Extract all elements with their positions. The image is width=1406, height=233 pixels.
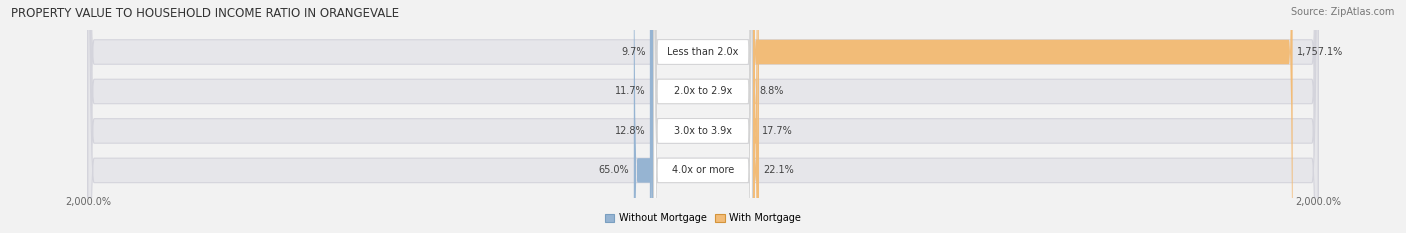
FancyBboxPatch shape — [654, 0, 752, 233]
FancyBboxPatch shape — [654, 0, 752, 233]
Text: 2,000.0%: 2,000.0% — [65, 197, 111, 207]
Text: 22.1%: 22.1% — [763, 165, 794, 175]
FancyBboxPatch shape — [751, 0, 756, 233]
FancyBboxPatch shape — [87, 0, 1319, 233]
Text: 1,757.1%: 1,757.1% — [1298, 47, 1344, 57]
Text: 11.7%: 11.7% — [614, 86, 645, 96]
FancyBboxPatch shape — [650, 0, 655, 233]
Text: 12.8%: 12.8% — [614, 126, 645, 136]
FancyBboxPatch shape — [752, 0, 758, 233]
Text: 8.8%: 8.8% — [759, 86, 785, 96]
FancyBboxPatch shape — [654, 0, 752, 233]
Text: PROPERTY VALUE TO HOUSEHOLD INCOME RATIO IN ORANGEVALE: PROPERTY VALUE TO HOUSEHOLD INCOME RATIO… — [11, 7, 399, 20]
Text: 3.0x to 3.9x: 3.0x to 3.9x — [673, 126, 733, 136]
FancyBboxPatch shape — [752, 0, 1292, 233]
Text: Less than 2.0x: Less than 2.0x — [668, 47, 738, 57]
Legend: Without Mortgage, With Mortgage: Without Mortgage, With Mortgage — [605, 213, 801, 223]
FancyBboxPatch shape — [634, 0, 654, 233]
FancyBboxPatch shape — [87, 0, 1319, 233]
FancyBboxPatch shape — [650, 0, 654, 233]
FancyBboxPatch shape — [87, 0, 1319, 233]
Text: 4.0x or more: 4.0x or more — [672, 165, 734, 175]
Text: 65.0%: 65.0% — [599, 165, 630, 175]
FancyBboxPatch shape — [650, 0, 654, 233]
FancyBboxPatch shape — [752, 0, 759, 233]
FancyBboxPatch shape — [654, 0, 752, 233]
Text: 2,000.0%: 2,000.0% — [1295, 197, 1341, 207]
Text: 9.7%: 9.7% — [621, 47, 647, 57]
Text: Source: ZipAtlas.com: Source: ZipAtlas.com — [1291, 7, 1395, 17]
FancyBboxPatch shape — [87, 0, 1319, 233]
Text: 2.0x to 2.9x: 2.0x to 2.9x — [673, 86, 733, 96]
Text: 17.7%: 17.7% — [762, 126, 793, 136]
